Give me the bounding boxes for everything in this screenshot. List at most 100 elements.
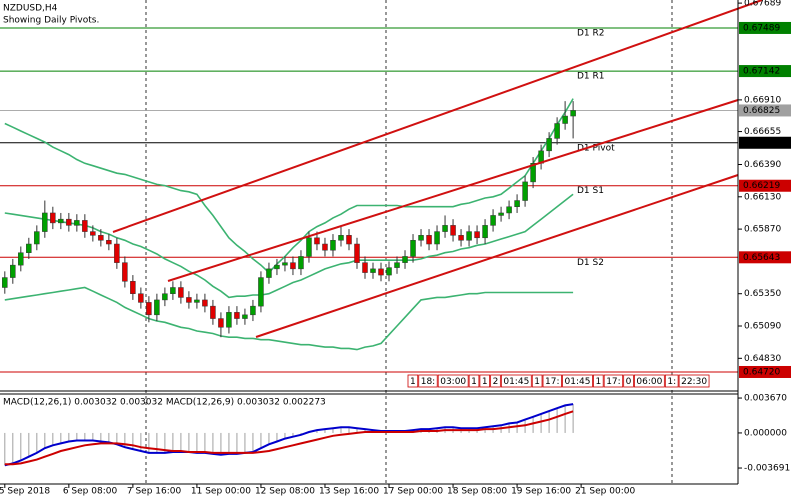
x-tick-label: 17 Sep 00:00 bbox=[383, 487, 443, 497]
pivot-box bbox=[739, 136, 791, 149]
candle-body bbox=[154, 299, 160, 316]
candle-body bbox=[10, 264, 16, 278]
candle-body bbox=[498, 212, 504, 216]
y-tick-label: -0.003691 bbox=[744, 464, 790, 474]
y-tick-label: 0.66655 bbox=[744, 127, 781, 137]
x-tick-label: 12 Sep 08:00 bbox=[255, 487, 315, 497]
candle-body bbox=[434, 231, 440, 245]
time-box-label: 1 bbox=[534, 377, 540, 387]
time-box bbox=[542, 374, 562, 388]
candle-body bbox=[282, 262, 288, 266]
pivot-name: D1 Pivot bbox=[577, 143, 615, 153]
candle-body bbox=[50, 212, 56, 224]
time-box-label: 01:45 bbox=[503, 377, 529, 387]
candle-body bbox=[178, 287, 184, 298]
y-tick-label: 0.65870 bbox=[744, 225, 781, 235]
candle-body bbox=[42, 212, 48, 232]
candle-body bbox=[226, 312, 232, 328]
pivot-name: D1 R2 bbox=[577, 28, 605, 38]
candle-body bbox=[210, 305, 216, 319]
pivot-box bbox=[739, 21, 791, 34]
x-tick-label: 5 Sep 2018 bbox=[0, 487, 50, 497]
time-box bbox=[562, 374, 593, 388]
candle-body bbox=[34, 231, 40, 245]
y-tick-label: 0.64830 bbox=[744, 354, 781, 364]
time-box-label: 1 bbox=[410, 377, 416, 387]
candle-body bbox=[138, 293, 144, 303]
candle-body bbox=[442, 225, 448, 232]
candle-body bbox=[354, 243, 360, 263]
time-box-label: 1: bbox=[667, 377, 676, 387]
candle-body bbox=[330, 240, 336, 251]
time-box bbox=[623, 374, 634, 388]
time-box-label: 17: bbox=[606, 377, 620, 387]
price-value: 0.66825 bbox=[743, 106, 780, 116]
candle-body bbox=[466, 231, 472, 241]
time-box bbox=[500, 374, 532, 388]
time-box-label: 1 bbox=[482, 377, 488, 387]
candle-body bbox=[474, 231, 480, 239]
pivot-value: 0.64720 bbox=[743, 367, 780, 377]
symbol: NZDUSD,H4 bbox=[3, 4, 58, 14]
candle-body bbox=[234, 312, 240, 319]
time-box-label: 17: bbox=[545, 377, 559, 387]
candle-body bbox=[186, 297, 192, 303]
time-box bbox=[437, 374, 469, 388]
candle-body bbox=[146, 302, 152, 316]
candle-body bbox=[562, 115, 568, 124]
candle-body bbox=[394, 262, 400, 268]
x-tick-label: 13 Sep 16:00 bbox=[319, 487, 379, 497]
candle-body bbox=[378, 268, 384, 276]
candle-body bbox=[314, 237, 320, 245]
pivot-value: 0.67489 bbox=[743, 23, 780, 33]
x-tick-label: 6 Sep 08:00 bbox=[63, 487, 118, 497]
time-box bbox=[664, 374, 679, 388]
price-box bbox=[739, 104, 791, 117]
time-box-label: 1 bbox=[595, 377, 601, 387]
bollinger-middle bbox=[4, 193, 574, 299]
candle-body bbox=[194, 299, 200, 303]
macd-title: MACD(12,26,1) 0.003032 0.003032 MACD(12,… bbox=[3, 398, 326, 408]
candle-body bbox=[218, 318, 224, 328]
candle-body bbox=[306, 237, 312, 257]
pivot-box bbox=[739, 179, 791, 192]
y-tick-label: 0.000000 bbox=[744, 428, 787, 438]
candle-body bbox=[18, 252, 24, 266]
candle-body bbox=[362, 262, 368, 273]
time-box bbox=[418, 374, 438, 388]
time-box-label: 06:00 bbox=[636, 377, 662, 387]
pivot-name: D1 S1 bbox=[577, 186, 604, 196]
time-box bbox=[468, 374, 480, 388]
time-box-label: 0 bbox=[626, 377, 632, 387]
pivot-box bbox=[739, 65, 791, 78]
y-tick-label: 0.65090 bbox=[744, 322, 781, 332]
candle-body bbox=[82, 220, 88, 232]
candle-body bbox=[274, 264, 280, 270]
candle-body bbox=[370, 268, 376, 273]
candle-body bbox=[122, 262, 128, 282]
candle-body bbox=[386, 267, 392, 276]
candle-body bbox=[2, 277, 8, 288]
time-box bbox=[531, 374, 543, 388]
candle-body bbox=[242, 314, 248, 319]
y-tick-label: 0.003670 bbox=[744, 394, 787, 404]
pivot-value: 0.66565 bbox=[743, 138, 780, 148]
x-tick-label: 18 Sep 08:00 bbox=[447, 487, 507, 497]
candle-body bbox=[202, 299, 208, 307]
macd-line bbox=[4, 410, 574, 466]
candle-body bbox=[258, 277, 264, 307]
bollinger-upper bbox=[4, 98, 574, 274]
y-tick-label: 0.67689 bbox=[744, 0, 781, 9]
x-tick-label: 11 Sep 00:00 bbox=[191, 487, 251, 497]
time-box bbox=[479, 374, 491, 388]
candle-body bbox=[90, 231, 96, 236]
candle-body bbox=[402, 256, 408, 263]
macd-pane: MACD(12,26,1) 0.003032 0.003032 MACD(12,… bbox=[3, 398, 574, 467]
pivot-note: Showing Daily Pivots. bbox=[3, 16, 99, 26]
candle-body bbox=[410, 240, 416, 257]
candle-body bbox=[482, 225, 488, 239]
time-box-label: 2 bbox=[493, 377, 499, 387]
